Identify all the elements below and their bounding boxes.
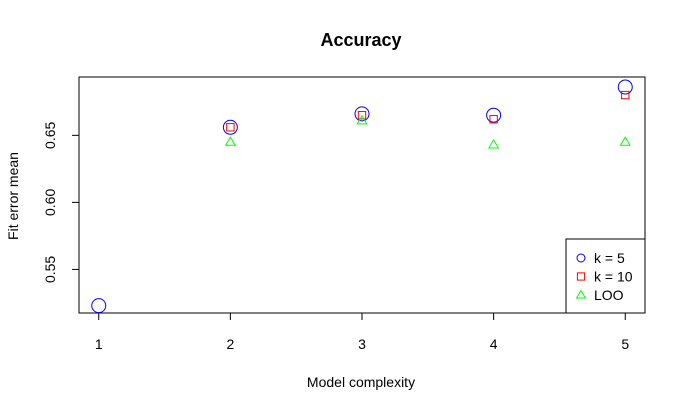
x-axis: 1 2 3 4 5 (95, 313, 629, 352)
legend-marker-square (576, 272, 586, 281)
point-circle (354, 106, 370, 122)
point-square (357, 111, 367, 120)
y-tick-label: 0.55 (42, 256, 58, 283)
x-tick-label: 4 (490, 336, 498, 352)
point-square (489, 115, 498, 124)
plot-area (78, 76, 646, 314)
x-tick-label: 5 (621, 336, 629, 352)
point-triangle (488, 138, 500, 149)
x-axis-label: Model complexity (307, 374, 415, 390)
legend-entry: LOO (594, 287, 624, 303)
point-circle (486, 107, 502, 123)
legend-entry: k = 10 (594, 269, 633, 285)
point-circle (222, 119, 238, 135)
y-tick-label: 0.65 (42, 121, 58, 148)
chart-title: Accuracy (320, 30, 401, 50)
legend-marker-circle (576, 253, 586, 263)
y-axis: 0.55 0.60 0.65 (42, 121, 79, 283)
x-tick-label: 3 (358, 336, 366, 352)
legend-box (565, 238, 646, 314)
legend-marker-triangle (575, 289, 587, 299)
legend: k = 5 k = 10 LOO (565, 238, 646, 314)
point-triangle (224, 136, 236, 146)
point-square (226, 123, 235, 132)
y-tick-label: 0.60 (42, 189, 58, 216)
point-circle (617, 79, 633, 95)
point-triangle (619, 136, 631, 146)
legend-entry: k = 5 (594, 250, 625, 266)
x-tick-label: 1 (95, 336, 103, 352)
x-tick-label: 2 (226, 336, 234, 352)
point-circle (91, 298, 107, 314)
y-axis-label: Fit error mean (5, 152, 21, 240)
data-points (91, 79, 633, 314)
point-triangle (356, 114, 368, 125)
point-square (621, 90, 630, 100)
